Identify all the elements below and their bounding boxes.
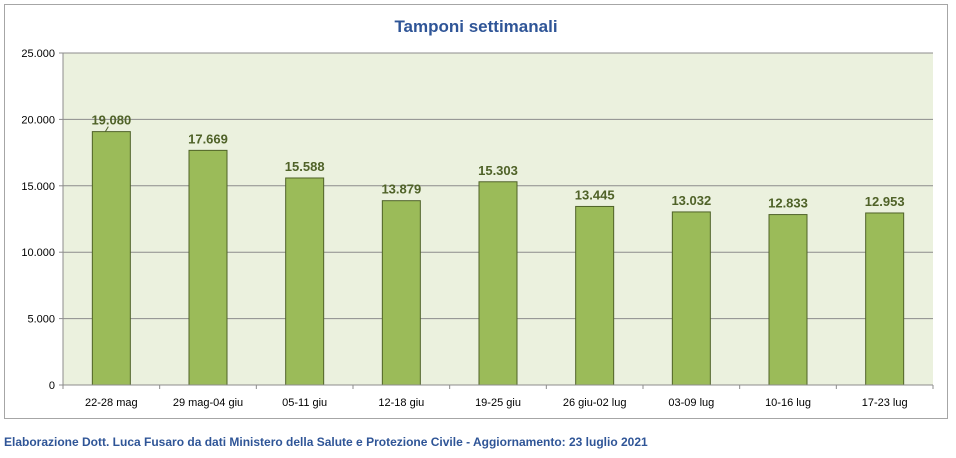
bar — [285, 177, 325, 386]
data-label: 13.445 — [575, 187, 615, 202]
y-tick-label: 25.000 — [21, 48, 55, 60]
y-tick-label: 5.000 — [27, 314, 55, 326]
data-label: 17.669 — [188, 131, 228, 146]
data-label: 19.080 — [91, 113, 131, 128]
data-label: 13.879 — [381, 182, 421, 197]
data-label-leader — [104, 126, 109, 132]
x-tick-label: 22-28 mag — [85, 397, 138, 409]
bar-chart: Tamponi settimanali 0 5.000 10.000 15.000 20… — [21, 17, 934, 409]
bar — [478, 181, 518, 386]
y-tick-label: 10.000 — [21, 247, 55, 259]
x-tick-label: 05-11 giu — [282, 397, 327, 409]
plot-area: 0 5.000 10.000 15.000 20.000 25.000 19.080 22-2… — [21, 48, 934, 409]
data-label: 15.588 — [285, 159, 325, 174]
chart-frame: Tamponi settimanali 0 5.000 10.000 15.000 20… — [4, 4, 948, 419]
bar — [671, 211, 711, 386]
x-tick-label: 03-09 lug — [668, 397, 714, 409]
x-tick-label: 26 giu-02 lug — [563, 397, 627, 409]
data-label: 12.833 — [768, 196, 808, 211]
chart-title: Tamponi settimanali — [394, 17, 557, 36]
y-tick-label: 0 — [49, 380, 55, 392]
x-tick-label: 17-23 lug — [862, 397, 908, 409]
x-tick-label: 19-25 giu — [475, 397, 521, 409]
bar — [575, 205, 615, 386]
y-tick-label: 15.000 — [21, 181, 55, 193]
data-label: 12.953 — [865, 194, 905, 209]
x-tick-label: 29 mag-04 giu — [173, 397, 243, 409]
bar — [768, 214, 808, 386]
x-tick-label: 10-16 lug — [765, 397, 811, 409]
bar — [381, 200, 421, 386]
source-caption: Elaborazione Dott. Luca Fusaro da dati M… — [4, 435, 648, 449]
x-tick-label: 12-18 giu — [378, 397, 424, 409]
data-label: 13.032 — [671, 193, 711, 208]
data-label: 15.303 — [478, 163, 518, 178]
bar — [91, 131, 131, 386]
y-tick-label: 20.000 — [21, 114, 55, 126]
bar — [865, 212, 905, 386]
bar — [188, 149, 228, 386]
